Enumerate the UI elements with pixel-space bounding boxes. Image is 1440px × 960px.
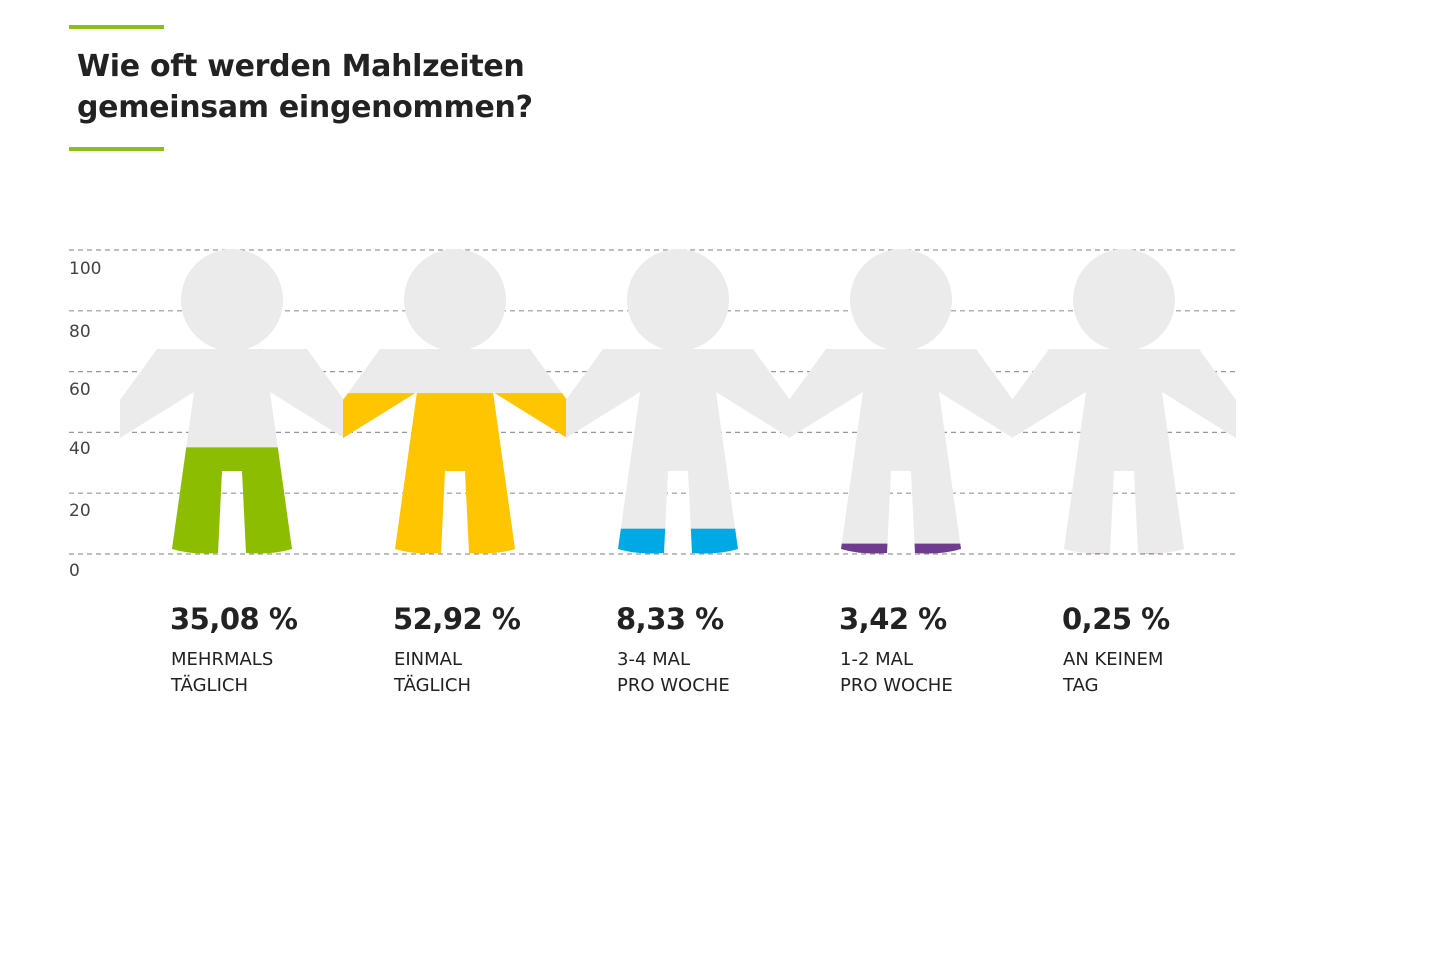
accent-line-bottom xyxy=(69,147,164,151)
value-fill-bar xyxy=(789,543,1013,554)
person-figure xyxy=(120,249,344,554)
category-label: 3-4 MAL PRO WOCHE xyxy=(617,647,730,699)
y-tick-label: 40 xyxy=(69,439,91,459)
person-figure xyxy=(789,249,1013,554)
y-tick-label: 20 xyxy=(69,501,91,521)
y-tick-label: 80 xyxy=(69,322,91,342)
chart-title-line-1: Wie oft werden Mahlzeiten xyxy=(77,49,525,84)
category-label-line: AN KEINEM xyxy=(1063,649,1164,670)
category-label: MEHRMALS TÄGLICH xyxy=(171,647,273,699)
category-label: 1-2 MAL PRO WOCHE xyxy=(840,647,953,699)
value-label: 0,25 % xyxy=(1062,602,1170,636)
category-label-line: PRO WOCHE xyxy=(840,675,953,696)
value-label: 3,42 % xyxy=(839,602,947,636)
category-label-line: 3-4 MAL xyxy=(617,649,690,670)
y-tick-label: 60 xyxy=(69,380,91,400)
category-label-line: EINMAL xyxy=(394,649,463,670)
category-label-line: TÄGLICH xyxy=(171,675,248,696)
category-label: AN KEINEM TAG xyxy=(1063,647,1163,699)
value-label: 8,33 % xyxy=(616,602,724,636)
chart-title: Wie oft werden Mahlzeiten gemeinsam eing… xyxy=(77,46,777,128)
value-fill-bar xyxy=(343,393,567,554)
value-label: 35,08 % xyxy=(170,602,298,636)
person-head xyxy=(181,249,283,351)
person-figure xyxy=(1012,249,1236,554)
category-label-line: TÄGLICH xyxy=(394,675,471,696)
person-body xyxy=(566,349,790,554)
category-label-line: PRO WOCHE xyxy=(617,675,730,696)
y-tick-label: 100 xyxy=(69,259,101,279)
value-fill-bar xyxy=(120,447,344,554)
person-figure xyxy=(343,249,567,554)
person-head xyxy=(627,249,729,351)
person-head xyxy=(1073,249,1175,351)
category-label-line: 1-2 MAL xyxy=(840,649,913,670)
person-head xyxy=(850,249,952,351)
person-figure xyxy=(566,249,790,554)
category-label: EINMAL TÄGLICH xyxy=(394,647,471,699)
person-head xyxy=(404,249,506,351)
figure-layer xyxy=(120,249,1236,554)
category-label-line: MEHRMALS xyxy=(171,649,274,670)
person-body xyxy=(789,349,1013,554)
y-tick-label: 0 xyxy=(69,561,80,581)
category-label-line: TAG xyxy=(1063,675,1099,696)
chart-title-line-2: gemeinsam eingenommen? xyxy=(77,90,533,125)
accent-line-top xyxy=(69,25,164,29)
value-label: 52,92 % xyxy=(393,602,521,636)
value-fill-bar xyxy=(566,528,790,554)
person-body xyxy=(1012,349,1236,554)
